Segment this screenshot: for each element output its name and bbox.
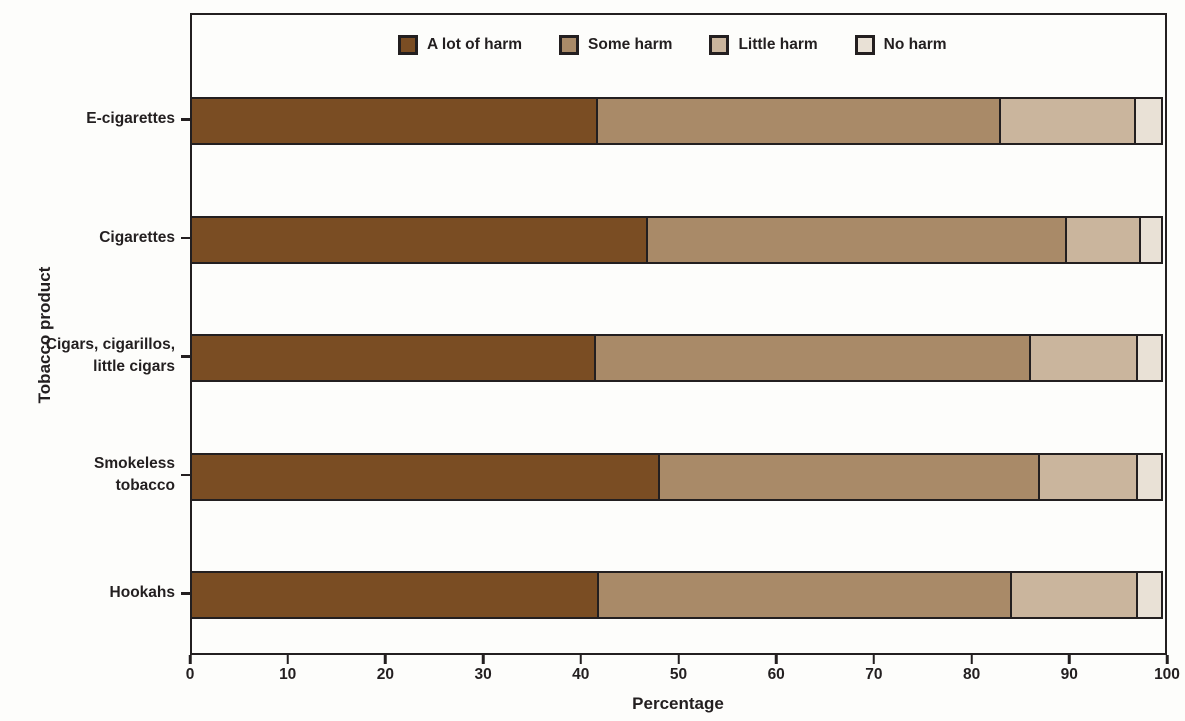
bar-smokeless [190, 452, 1163, 501]
segment-little-harm [1065, 217, 1139, 262]
x-tick-mark [188, 655, 192, 664]
legend-item-little-harm: Little harm [709, 35, 818, 55]
x-tick-mark [384, 655, 387, 664]
legend-item-no-harm: No harm [854, 35, 947, 55]
segment-little-harm [1029, 336, 1136, 380]
x-tick-mark [286, 655, 289, 664]
x-tick-label: 60 [767, 666, 785, 683]
segment-a-lot-of-harm [192, 454, 659, 499]
x-tick-label: 70 [865, 666, 883, 683]
legend: A lot of harm Some harm Little harm No harm [398, 35, 947, 55]
legend-label: A lot of harm [427, 36, 523, 53]
segment-a-lot-of-harm [192, 99, 597, 143]
y-tick-mark [181, 118, 190, 121]
x-tick-mark [774, 655, 778, 664]
segment-a-lot-of-harm [192, 573, 598, 617]
x-tick-label: 90 [1060, 666, 1078, 683]
legend-item-some-harm: Some harm [559, 35, 672, 55]
segment-no-harm [1135, 454, 1161, 499]
segment-a-lot-of-harm [192, 336, 595, 380]
bar-e-cigarettes [190, 97, 1163, 145]
x-tick-label: 10 [279, 666, 297, 683]
legend-label: Little harm [738, 36, 818, 53]
x-tick-mark [1165, 655, 1169, 664]
legend-item-a-lot-of-harm: A lot of harm [398, 35, 522, 55]
legend-label: Some harm [588, 36, 673, 53]
segment-some-harm [594, 336, 1030, 380]
x-tick-label: 80 [962, 666, 981, 683]
segment-no-harm [1135, 336, 1161, 380]
x-axis: 0 10 20 30 40 50 60 70 80 90 100 [186, 653, 1180, 693]
x-tick-label: 40 [572, 666, 590, 683]
segment-little-harm [1009, 573, 1136, 617]
x-tick-mark [872, 655, 876, 664]
plot-area: A lot of harm Some harm Little harm No harm [190, 13, 1167, 655]
bar-hookahs [190, 571, 1163, 619]
y-tick-mark [181, 236, 190, 239]
legend-label: No harm [883, 36, 947, 53]
segment-some-harm [596, 99, 1000, 143]
x-tick-mark [1068, 655, 1071, 664]
category-label-hookahs: Hookahs [109, 584, 175, 601]
bar-cigarettes [190, 215, 1163, 264]
y-tick-mark [181, 592, 190, 595]
y-tick-mark [181, 473, 190, 476]
category-label-cigarettes: Cigarettes [99, 228, 175, 246]
x-tick-label: 0 [185, 666, 195, 683]
segment-little-harm [999, 99, 1134, 143]
category-label-cigars-cigarillos: Cigars, cigarillos, little cigars [45, 336, 175, 375]
x-tick-mark [579, 655, 583, 664]
x-tick-label: 30 [474, 666, 492, 683]
segment-no-harm [1138, 217, 1161, 262]
x-tick-mark [677, 655, 680, 664]
x-axis-title: Percentage [632, 694, 724, 713]
segment-no-harm [1133, 99, 1161, 143]
legend-swatch-no-harm [854, 35, 875, 55]
segment-some-harm [646, 217, 1066, 262]
x-tick-label: 20 [376, 666, 395, 683]
segment-a-lot-of-harm [192, 217, 647, 262]
category-label-e-cigarettes: E-cigarettes [86, 110, 175, 127]
legend-swatch-little-harm [709, 35, 730, 55]
category-label-smokeless: Smokeless tobacco [94, 454, 175, 494]
x-tick-label: 100 [1154, 666, 1180, 683]
x-tick-mark [481, 655, 485, 664]
segment-little-harm [1037, 454, 1136, 499]
legend-swatch-a-lot-of-harm [398, 35, 418, 55]
y-tick-mark [181, 355, 190, 358]
segment-some-harm [597, 573, 1010, 617]
segment-no-harm [1135, 573, 1161, 617]
segment-some-harm [658, 454, 1038, 499]
bar-cigars-cigarillos [190, 334, 1163, 382]
x-tick-label: 50 [669, 666, 688, 683]
legend-swatch-some-harm [559, 35, 580, 55]
x-tick-mark [970, 655, 973, 664]
